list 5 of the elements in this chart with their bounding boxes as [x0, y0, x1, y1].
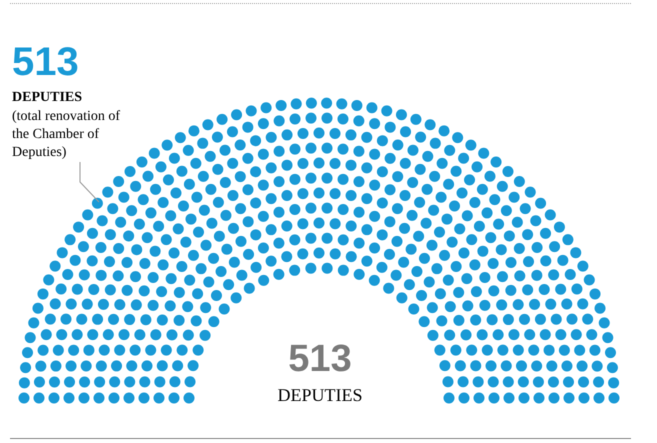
- text: (total renovation of the Chamber of Deputies): [12, 108, 122, 162]
- text: DEPUTIES: [12, 90, 82, 106]
- category-label: DEPUTIES: [276, 385, 364, 406]
- text: 513: [12, 40, 79, 85]
- data-label: 513: [287, 338, 353, 381]
